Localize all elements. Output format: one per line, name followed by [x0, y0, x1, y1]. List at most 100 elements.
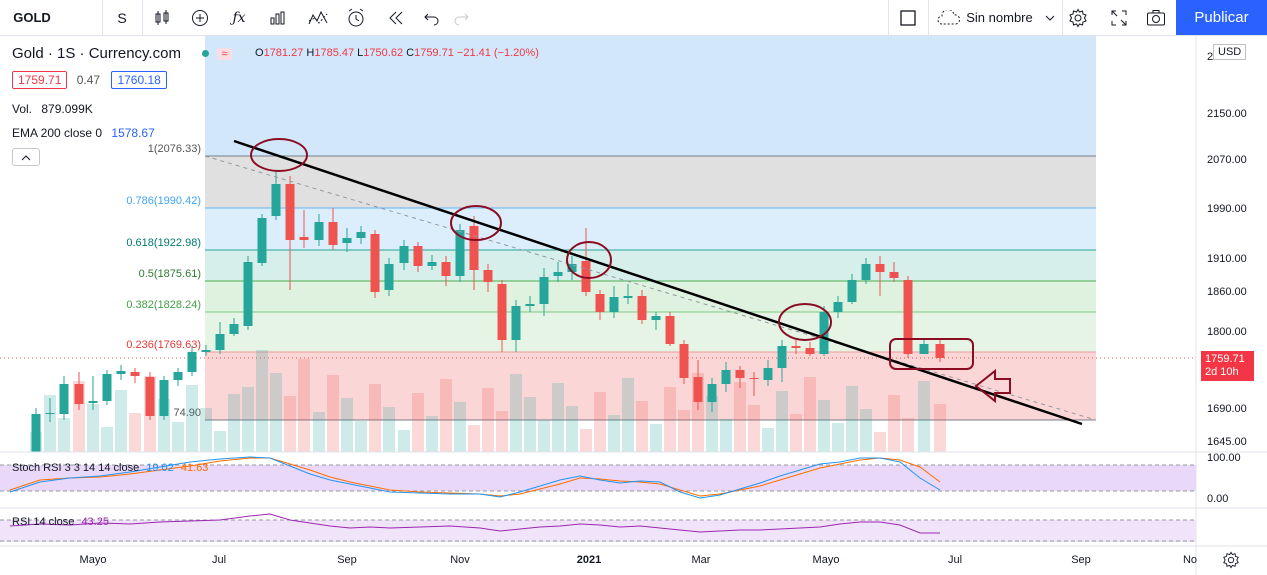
candle[interactable]: [903, 280, 913, 354]
candle[interactable]: [525, 304, 535, 306]
candle[interactable]: [805, 348, 815, 354]
candle[interactable]: [511, 306, 521, 340]
candle[interactable]: [370, 234, 380, 292]
candle[interactable]: [328, 222, 338, 245]
undo-icon[interactable]: [420, 0, 444, 35]
candle[interactable]: [791, 346, 801, 348]
candle[interactable]: [384, 264, 394, 290]
candle[interactable]: [679, 344, 689, 378]
candle[interactable]: [285, 184, 295, 240]
candle[interactable]: [59, 384, 69, 414]
candle[interactable]: [721, 370, 731, 384]
candle[interactable]: [201, 350, 211, 352]
alert-icon[interactable]: [344, 0, 368, 35]
ask-price-chip[interactable]: 1760.18: [111, 71, 167, 89]
currency-button[interactable]: USD: [1213, 44, 1247, 60]
candle[interactable]: [707, 384, 717, 402]
candle[interactable]: [651, 316, 661, 320]
candle[interactable]: [102, 374, 112, 401]
candle[interactable]: [257, 218, 267, 263]
rsi-pane[interactable]: [0, 513, 1196, 542]
candle[interactable]: [88, 401, 98, 403]
candle[interactable]: [595, 294, 605, 312]
fx-icon[interactable]: ƒx: [232, 9, 246, 26]
candle[interactable]: [819, 312, 829, 354]
candle[interactable]: [427, 262, 437, 266]
price-axis[interactable]: 2 2150.00 2070.00 1990.00 1910.00 1860.0…: [1195, 36, 1247, 575]
add-indicator-icon[interactable]: [188, 0, 212, 35]
candle[interactable]: [45, 413, 55, 414]
candle[interactable]: [539, 277, 549, 304]
candle[interactable]: [581, 261, 591, 292]
candle[interactable]: [935, 344, 945, 358]
publish-button[interactable]: Publicar: [1176, 0, 1267, 35]
time-axis[interactable]: Mayo Jul Sep Nov 2021 Mar Mayo Jul Sep N…: [80, 554, 1197, 566]
candle[interactable]: [441, 262, 451, 276]
templates-icon[interactable]: [266, 0, 290, 35]
candle[interactable]: [215, 334, 225, 350]
candle[interactable]: [763, 368, 773, 380]
price-axis-top-label: 2: [1207, 51, 1213, 63]
bid-price-chip[interactable]: 1759.71: [12, 71, 68, 89]
interval-button[interactable]: S: [117, 9, 127, 26]
layout-menu-button[interactable]: Sin nombre: [933, 0, 1058, 35]
delayed-data-icon[interactable]: ≈: [217, 48, 232, 60]
candle[interactable]: [116, 371, 126, 374]
price-chart[interactable]: 1(2076.33) 0.786(1990.42) 0.618(1922.98)…: [0, 36, 1267, 575]
collapse-legend-button[interactable]: [12, 148, 40, 166]
annotations[interactable]: [250, 138, 1011, 404]
candle[interactable]: [173, 372, 183, 380]
candle[interactable]: [665, 316, 675, 344]
candle[interactable]: [130, 372, 140, 376]
chart-settings-icon[interactable]: [1222, 551, 1240, 574]
candle[interactable]: [145, 377, 155, 416]
candle[interactable]: [356, 232, 366, 238]
candle[interactable]: [861, 264, 871, 280]
candle[interactable]: [271, 184, 281, 216]
candle[interactable]: [749, 378, 759, 379]
camera-icon[interactable]: [1144, 0, 1168, 35]
candle[interactable]: [413, 246, 423, 266]
candlesticks[interactable]: [31, 170, 945, 452]
candle[interactable]: [847, 280, 857, 302]
candle[interactable]: [623, 296, 633, 298]
candle[interactable]: [693, 377, 703, 402]
candle[interactable]: [609, 297, 619, 312]
candle[interactable]: [567, 264, 577, 272]
candle[interactable]: [637, 296, 647, 320]
candle[interactable]: [159, 380, 169, 416]
candle[interactable]: [833, 302, 843, 312]
symbol-search-button[interactable]: GOLD: [13, 10, 51, 25]
candle[interactable]: [187, 352, 197, 372]
candle[interactable]: [229, 324, 239, 334]
select-square-icon[interactable]: [896, 0, 920, 35]
candle[interactable]: [469, 226, 479, 270]
candle[interactable]: [399, 246, 409, 263]
candle[interactable]: [875, 264, 885, 272]
candle[interactable]: [553, 272, 563, 276]
ema-label[interactable]: EMA 200 close 0: [12, 126, 103, 140]
candle[interactable]: [243, 262, 253, 326]
replay-icon[interactable]: [384, 0, 408, 35]
fullscreen-icon[interactable]: [1107, 0, 1131, 35]
candle[interactable]: [777, 346, 787, 368]
bars-style-icon[interactable]: [150, 0, 174, 35]
candle[interactable]: [342, 238, 352, 243]
rsi-label[interactable]: RSI 14 close: [12, 516, 75, 528]
candle[interactable]: [735, 370, 745, 378]
candle[interactable]: [31, 414, 41, 452]
stoch-rsi-pane[interactable]: 100.00 0.00: [0, 452, 1241, 505]
candle[interactable]: [483, 270, 493, 282]
candle[interactable]: [889, 272, 899, 278]
current-price-badge[interactable]: 1759.71 2d 10h: [1201, 351, 1254, 381]
stoch-rsi-label[interactable]: Stoch RSI 3 3 14 14 close: [12, 462, 140, 474]
compare-icon[interactable]: [306, 0, 330, 35]
settings-icon[interactable]: [1066, 0, 1090, 35]
candle[interactable]: [455, 230, 465, 276]
candle[interactable]: [497, 284, 507, 340]
candle[interactable]: [919, 344, 929, 354]
candle[interactable]: [74, 384, 84, 404]
fibonacci-retracement[interactable]: [205, 36, 1096, 421]
candle[interactable]: [299, 237, 309, 240]
candle[interactable]: [314, 222, 324, 240]
